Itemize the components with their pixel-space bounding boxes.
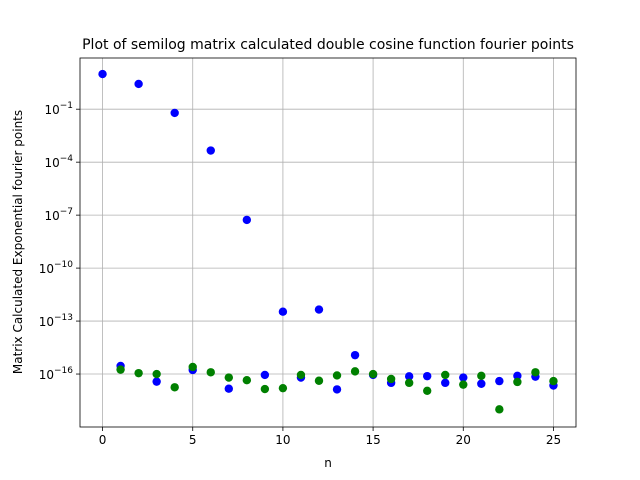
x-axis-ticks: 0 5 10 15 20 25 (99, 427, 561, 447)
series-2-point (152, 369, 161, 379)
series-1-point (513, 371, 522, 380)
series-2-point (260, 384, 270, 394)
series-2-point (170, 383, 179, 392)
y-tick-label: 10−1 (44, 101, 73, 117)
x-tick-label: 15 (365, 433, 380, 447)
data-points (98, 69, 558, 414)
chart-title: Plot of semilog matrix calculated double… (82, 37, 574, 53)
series-1-point (332, 385, 342, 394)
y-tick-label: 10−16 (39, 366, 74, 382)
y-axis-label: Matrix Calculated Exponential fourier po… (11, 110, 25, 374)
x-axis-label: n (324, 456, 332, 470)
series-1-point (441, 378, 450, 388)
grid-lines (80, 58, 576, 427)
series-2-point (404, 378, 414, 388)
series-2-point (314, 376, 324, 385)
series-2-point (206, 368, 215, 377)
series-2-point (296, 370, 306, 380)
series-1-point (152, 377, 161, 386)
series-1-point (170, 108, 179, 118)
series-2-point (423, 386, 432, 396)
series-2-point (477, 371, 486, 380)
y-tick-label: 10−7 (44, 207, 73, 223)
series-1-point (206, 146, 215, 155)
series-1-point (278, 307, 288, 316)
x-tick-label: 5 (189, 433, 197, 447)
series-1-point (404, 372, 414, 381)
series-2-point (350, 367, 360, 376)
y-tick-label: 10−4 (44, 154, 73, 170)
series-2-point (531, 368, 540, 377)
x-tick-label: 0 (99, 433, 107, 447)
series-1-point (242, 215, 252, 225)
series-1-point (459, 373, 468, 382)
series-2-point (332, 371, 342, 380)
series-1-point (423, 371, 432, 381)
y-tick-label: 10−13 (39, 313, 73, 329)
series-2-point (549, 376, 558, 386)
series-1-point (98, 69, 107, 79)
series-2-point (242, 376, 252, 385)
series-1-point (134, 79, 143, 89)
series-2-point (224, 373, 233, 382)
series-2-point (368, 369, 378, 379)
series-2-point (278, 383, 288, 393)
plot-frame (79, 57, 577, 428)
series-2-point (188, 362, 197, 372)
series-1-point (495, 376, 504, 386)
series-1-point (314, 305, 324, 314)
y-tick-label: 10−10 (39, 260, 74, 276)
series-2-point (495, 405, 504, 414)
y-axis-ticks: 10−1 10−4 10−7 10−10 10−13 10−16 (39, 101, 80, 382)
x-tick-label: 20 (456, 433, 471, 447)
series-2-point (441, 370, 450, 380)
series-2-point (134, 368, 143, 378)
x-tick-label: 10 (275, 433, 290, 447)
series-2-point (386, 374, 396, 384)
series-1-point (224, 384, 233, 393)
series-1-point (350, 350, 360, 360)
series-2-point (459, 380, 468, 389)
series-2-point (116, 365, 125, 374)
series-1-point (477, 379, 486, 388)
series-1-point (260, 370, 270, 380)
x-tick-label: 25 (546, 433, 561, 447)
series-2-point (513, 377, 522, 387)
